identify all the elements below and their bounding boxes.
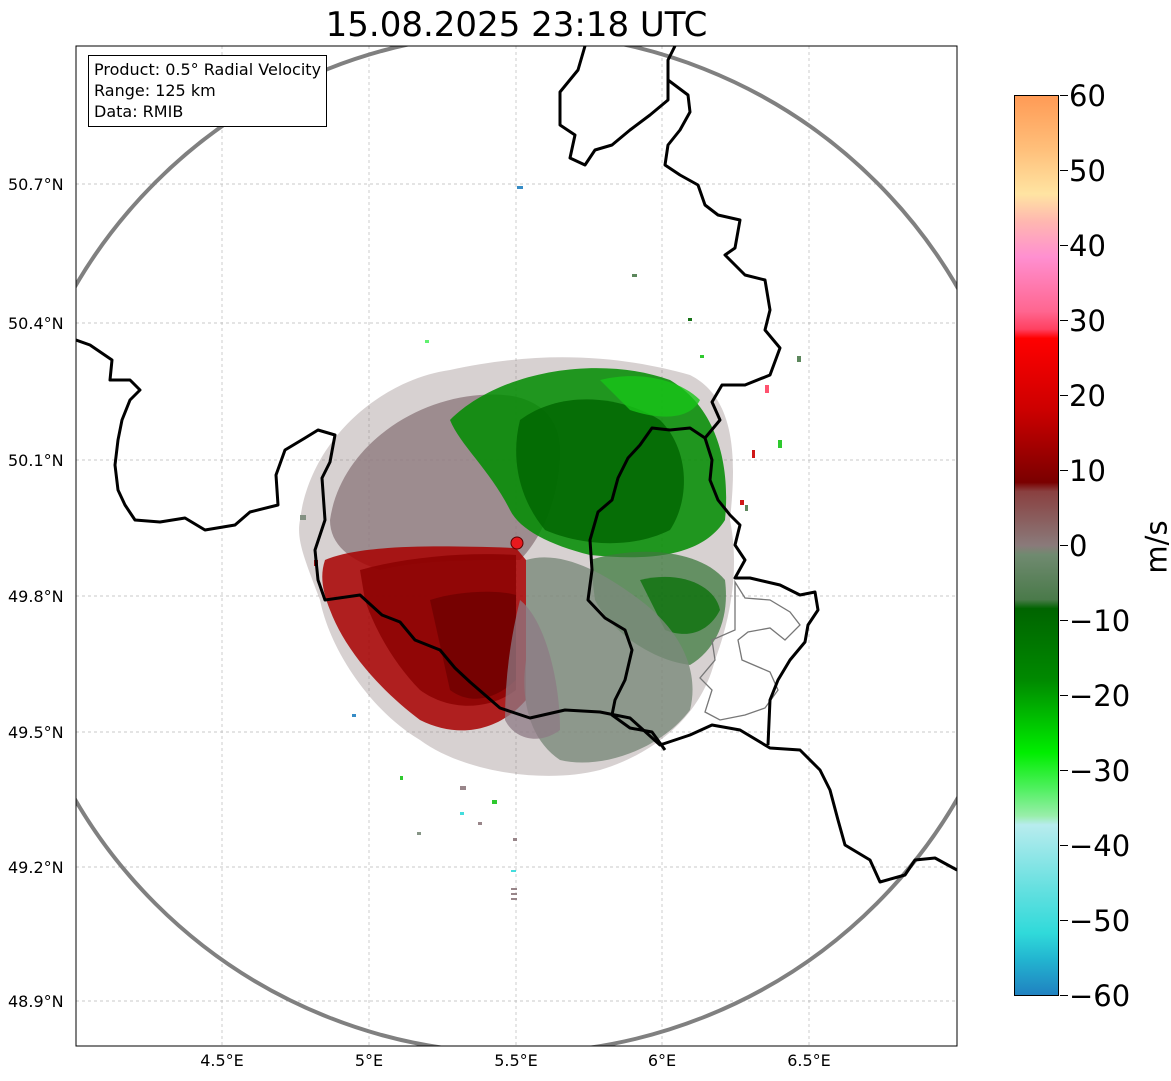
country-borders <box>76 46 957 884</box>
colorbar-label: −50 <box>1069 904 1131 938</box>
colorbar-tick <box>1060 920 1068 921</box>
district-borders <box>699 579 801 721</box>
lon-label-5: 5°E <box>354 1051 384 1070</box>
lon-label-4-5: 4.5°E <box>200 1051 244 1070</box>
lat-label-49-2: 49.2°N <box>8 858 64 877</box>
colorbar-label: −10 <box>1069 604 1131 638</box>
colorbar-tick <box>1060 770 1068 771</box>
chart-title: 15.08.2025 23:18 UTC <box>325 5 708 45</box>
colorbar-tick <box>1060 95 1068 96</box>
colorbar-label: 40 <box>1069 229 1106 263</box>
lon-label-6: 6°E <box>647 1051 677 1070</box>
plot-frame <box>75 45 958 1047</box>
colorbar-fill <box>1014 95 1059 996</box>
lat-label-50-4: 50.4°N <box>8 314 64 333</box>
colorbar-tick <box>1060 695 1068 696</box>
info-product: Product: 0.5° Radial Velocity <box>94 60 322 79</box>
lat-label-50-7: 50.7°N <box>8 175 64 194</box>
colorbar-tick <box>1060 545 1068 546</box>
colorbar-label: 30 <box>1069 304 1106 338</box>
colorbar-tick <box>1060 395 1068 396</box>
lon-label-6-5: 6.5°E <box>787 1051 831 1070</box>
colorbar-label: 0 <box>1069 529 1088 563</box>
colorbar-tick <box>1060 845 1068 846</box>
colorbar-label: 20 <box>1069 379 1106 413</box>
lat-label-49-5: 49.5°N <box>8 723 64 742</box>
colorbar-label: −60 <box>1069 979 1131 1013</box>
colorbar-label: 60 <box>1069 79 1106 113</box>
colorbar-tick <box>1060 245 1068 246</box>
colorbar-tick <box>1060 470 1068 471</box>
lat-label-49-8: 49.8°N <box>8 587 64 606</box>
colorbar-label: −30 <box>1069 754 1131 788</box>
colorbar-label: 50 <box>1069 154 1106 188</box>
colorbar-tick <box>1060 170 1068 171</box>
info-data-source: Data: RMIB <box>94 102 184 121</box>
colorbar-tick <box>1060 620 1068 621</box>
colorbar-tick <box>1060 995 1068 996</box>
colorbar-label: −40 <box>1069 829 1131 863</box>
lat-label-50-1: 50.1°N <box>8 451 64 470</box>
colorbar-label: 10 <box>1069 454 1106 488</box>
lon-label-5-5: 5.5°E <box>494 1051 538 1070</box>
info-box: Product: 0.5° Radial Velocity Range: 125… <box>88 55 328 127</box>
colorbar-unit-label: m/s <box>1139 520 1171 574</box>
info-range: Range: 125 km <box>94 81 216 100</box>
colorbar-label: −20 <box>1069 679 1131 713</box>
radar-site-marker[interactable] <box>510 536 524 550</box>
lat-label-48-9: 48.9°N <box>8 992 64 1011</box>
colorbar <box>1014 95 1059 996</box>
colorbar-tick <box>1060 320 1068 321</box>
